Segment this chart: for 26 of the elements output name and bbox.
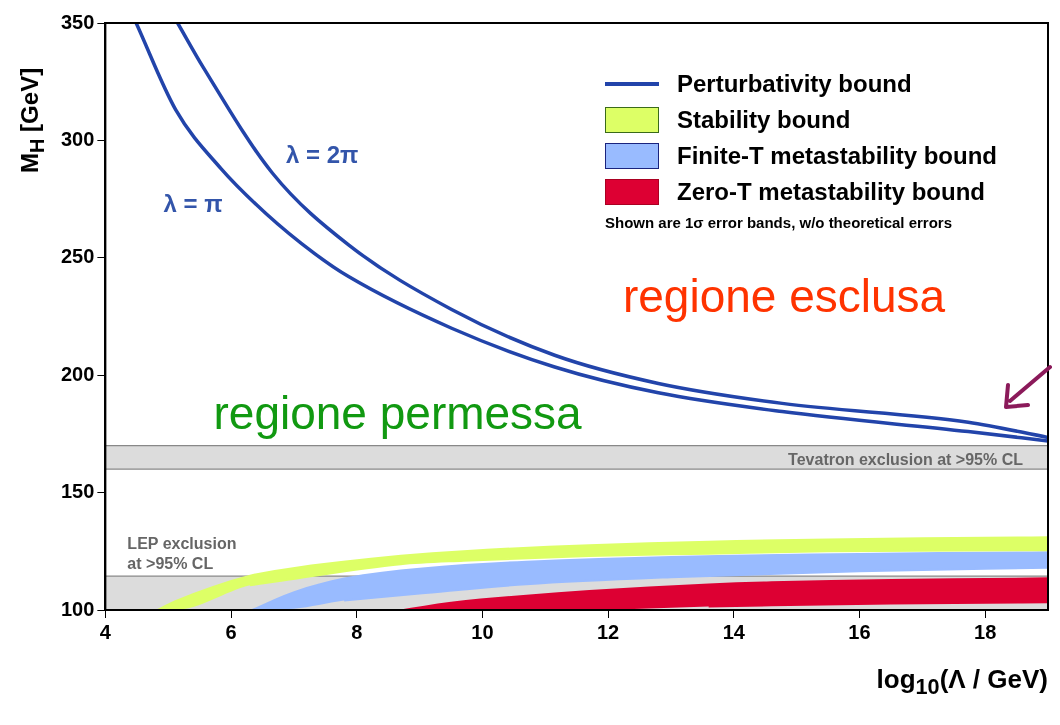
legend-label: Stability bound bbox=[676, 106, 851, 134]
x-tick-label: 4 bbox=[99, 620, 112, 643]
annotation: λ = π bbox=[163, 189, 223, 217]
y-tick-label: 200 bbox=[60, 362, 95, 385]
y-tick-label: 150 bbox=[60, 480, 95, 503]
x-axis-title: log$_{10}$(Λ / GeV) bbox=[876, 664, 1048, 701]
x-tick-label: 14 bbox=[722, 620, 746, 643]
x-tick-label: 12 bbox=[596, 620, 620, 643]
annotation: regione esclusa bbox=[622, 269, 946, 322]
x-tick-label: 18 bbox=[974, 620, 997, 643]
y-tick-label: 250 bbox=[60, 245, 95, 268]
y-tick-label: 100 bbox=[60, 597, 95, 620]
band-label: Tevatron exclusion at >95% CL bbox=[788, 450, 1024, 468]
legend-label: Perturbativity bound bbox=[676, 70, 912, 98]
legend-label: Zero-T metastability bound bbox=[676, 178, 985, 206]
annotation: Shown are 1σ error bands, w/o theoretical errors bbox=[604, 214, 953, 231]
y-tick-label: 350 bbox=[60, 10, 95, 33]
annotation: λ = 2π bbox=[285, 141, 359, 169]
x-tick-label: 8 bbox=[351, 620, 363, 643]
y-tick-label: 300 bbox=[60, 127, 95, 150]
annotation: regione permessa bbox=[213, 386, 583, 439]
x-tick-label: 16 bbox=[848, 620, 871, 643]
legend-label: Finite-T metastability bound bbox=[676, 142, 997, 170]
x-tick-label: 10 bbox=[471, 620, 494, 643]
band-label: LEP exclusion at >95% CL bbox=[127, 534, 237, 572]
x-tick-label: 6 bbox=[225, 620, 237, 643]
